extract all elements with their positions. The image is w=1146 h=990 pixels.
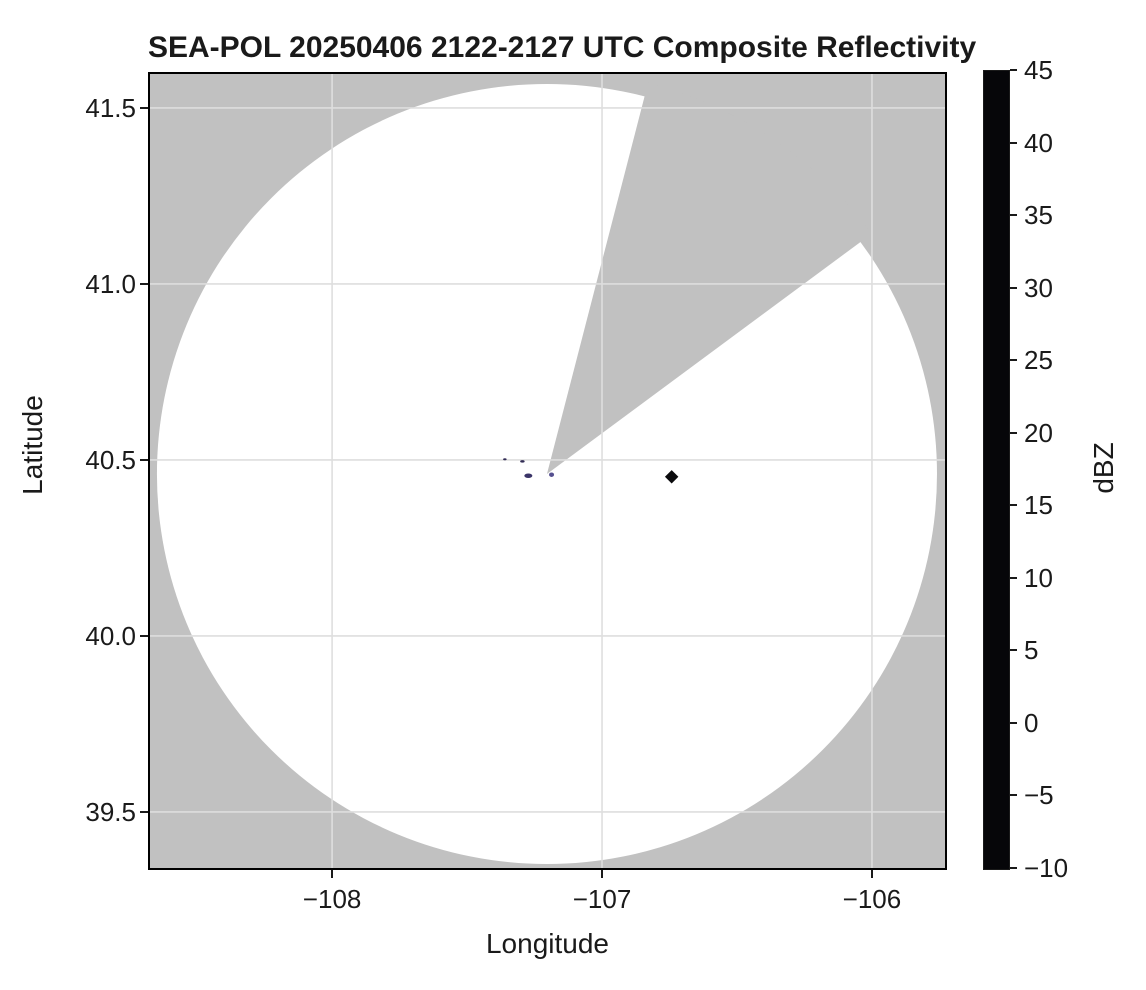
colorbar-tick-label: 0 (1024, 707, 1039, 738)
y-axis-tick-label: 40.0 (85, 620, 136, 651)
colorbar-tick-label: 5 (1024, 635, 1039, 666)
x-axis-tick-label: −107 (572, 884, 632, 914)
colorbar-tick-label: 30 (1024, 272, 1053, 303)
colorbar-tick (1010, 69, 1017, 71)
colorbar-tick-label: 15 (1024, 490, 1053, 521)
colorbar-tick-label: −10 (1024, 853, 1069, 883)
colorbar-tick-label: 40 (1024, 127, 1053, 158)
x-axis-tick (870, 870, 873, 878)
colorbar-tick (1010, 649, 1017, 652)
x-axis-tick-label: −106 (842, 884, 902, 914)
colorbar-tick (1010, 141, 1017, 144)
x-axis-tick-label: −108 (302, 884, 362, 914)
colorbar-tick (1010, 359, 1017, 362)
y-axis-tick-label: 41.5 (85, 92, 136, 123)
chart-title: SEA-POL 20250406 2122-2127 UTC Composite… (148, 31, 977, 64)
y-axis-tick (140, 634, 148, 637)
colorbar-label: dBZ (1088, 442, 1119, 494)
colorbar-tick (1010, 794, 1017, 797)
colorbar-tick-label: 25 (1024, 345, 1053, 376)
colorbar (983, 70, 1010, 870)
x-axis-tick (331, 870, 334, 878)
blocked-sector (546, 82, 872, 474)
colorbar-tick-label: 35 (1024, 200, 1053, 231)
colorbar-tick-label: 45 (1024, 55, 1053, 85)
x-axis-label: Longitude (485, 928, 609, 959)
y-axis-tick (140, 282, 148, 285)
colorbar-tick (1010, 431, 1017, 434)
plot-frame (148, 72, 947, 870)
y-axis-tick (140, 810, 148, 813)
y-axis-tick-label: 39.5 (85, 796, 136, 827)
colorbar-tick (1010, 214, 1017, 217)
colorbar-tick (1010, 504, 1017, 507)
echo-point (524, 473, 533, 479)
echo-point (664, 470, 679, 484)
colorbar-tick (1010, 286, 1017, 289)
plot-canvas (148, 72, 947, 870)
echo-point (503, 458, 507, 461)
echo-point (520, 460, 525, 463)
colorbar-tick (1010, 867, 1017, 869)
y-axis-tick-label: 40.5 (85, 444, 136, 475)
y-axis-tick (140, 458, 148, 461)
colorbar-tick-label: −5 (1024, 780, 1054, 811)
colorbar-tick-label: 20 (1024, 417, 1053, 448)
x-axis-tick (601, 870, 604, 878)
colorbar-tick (1010, 576, 1017, 579)
y-axis-tick (140, 106, 148, 109)
colorbar-tick (1010, 721, 1017, 724)
colorbar-tick-label: 10 (1024, 562, 1053, 593)
y-axis-tick-label: 41.0 (85, 268, 136, 299)
echo-point (549, 472, 555, 477)
